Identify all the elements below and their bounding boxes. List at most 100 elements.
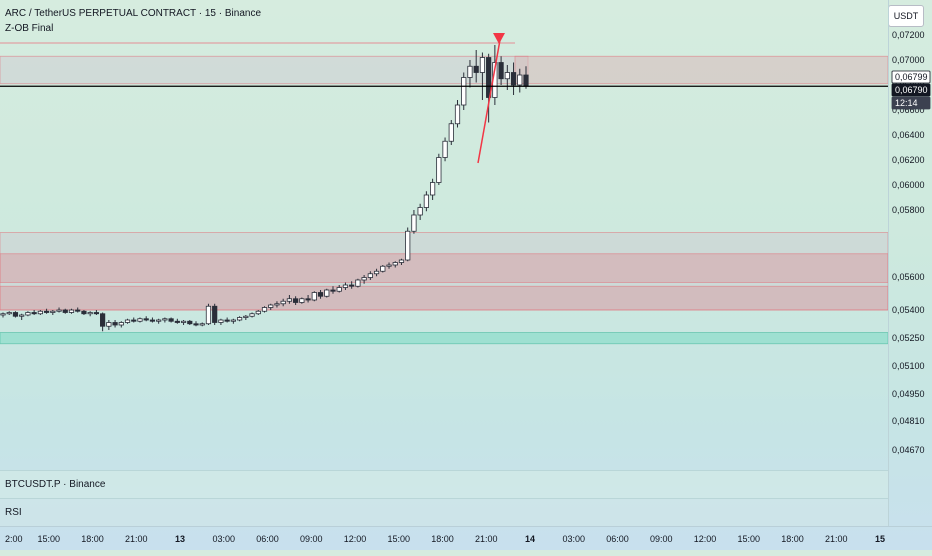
candle-body	[212, 305, 218, 323]
candle-body	[118, 322, 124, 326]
candle-body	[43, 310, 50, 313]
last-price-tag: 0,06799	[891, 70, 931, 84]
candle-body	[199, 323, 205, 326]
candle	[373, 268, 380, 277]
candle-body	[243, 315, 249, 318]
candle	[510, 62, 517, 95]
indicator-label[interactable]: Z-OB Final	[5, 23, 54, 34]
candle-body	[305, 298, 311, 301]
candle-body	[143, 318, 149, 321]
y-tick-label: 0,05250	[892, 333, 925, 343]
candle-body	[299, 298, 305, 303]
candle	[56, 307, 62, 313]
candle-body	[398, 259, 405, 263]
x-tick-label: 18:00	[431, 534, 454, 544]
candle	[230, 318, 236, 324]
y-tick-label: 0,06400	[892, 130, 925, 140]
candle-body	[361, 277, 367, 281]
candle-body	[411, 214, 417, 232]
candle-body	[442, 140, 448, 158]
candle-body	[131, 319, 137, 322]
candle-body	[205, 305, 212, 325]
candle	[486, 53, 492, 123]
candle-body	[349, 284, 355, 287]
sell-signal-marker	[493, 33, 505, 44]
candle-body	[162, 318, 168, 321]
x-tick-label: 13	[175, 534, 185, 544]
candle	[0, 312, 6, 318]
candle-body	[430, 182, 436, 196]
candle-body	[405, 230, 411, 261]
price-axis-separator	[888, 0, 889, 526]
candle-body	[106, 322, 112, 327]
candle-body	[168, 318, 174, 322]
candle-body	[180, 320, 187, 323]
candle	[118, 321, 124, 328]
candle-body	[19, 314, 25, 317]
x-tick-label: 09:00	[650, 534, 673, 544]
candle	[106, 320, 112, 330]
candle-body	[392, 262, 398, 266]
y-tick-label: 0,06600	[892, 105, 925, 115]
countdown-tag: 12:14	[891, 96, 931, 110]
candle-body	[25, 312, 31, 316]
candle	[361, 275, 367, 284]
candle-body	[62, 309, 68, 313]
candle	[286, 295, 293, 304]
time-axis[interactable]: 2:00 15:00 18:00 21:00 13 03:00 06:00 09:00 12:0…	[0, 526, 932, 551]
price-chart[interactable]: 0,072000,070000,068000,066000,064000,062…	[0, 0, 932, 470]
candle	[386, 262, 392, 269]
x-tick-label: 15:00	[387, 534, 410, 544]
y-tick-label: 0,05100	[892, 361, 925, 371]
candle	[336, 285, 342, 293]
candle	[349, 281, 355, 289]
candle	[243, 315, 249, 320]
candle	[124, 318, 131, 324]
candle-body	[37, 310, 43, 315]
candle-body	[486, 57, 492, 98]
candle	[274, 301, 280, 308]
candle	[131, 317, 137, 323]
candle	[461, 72, 467, 110]
candle	[467, 60, 473, 88]
current-price-tag: 0,06790	[891, 83, 931, 97]
candle	[517, 68, 523, 93]
candle	[405, 227, 411, 262]
order-block-zone	[0, 253, 889, 283]
svg-text:0,06790: 0,06790	[895, 85, 928, 95]
candle	[25, 311, 31, 317]
candle	[392, 261, 398, 268]
candle	[317, 290, 324, 299]
candle	[81, 310, 87, 315]
candle	[479, 52, 486, 100]
btc-pane[interactable]: BTCUSDT.P · Binance	[0, 470, 888, 498]
candle-body	[0, 313, 6, 316]
x-tick-label: 15	[875, 534, 885, 544]
candle-body	[149, 319, 156, 322]
x-tick-label: 06:00	[256, 534, 279, 544]
candle	[6, 311, 12, 315]
candle-body	[56, 309, 62, 312]
rsi-pane[interactable]: RSI	[0, 498, 888, 526]
candle	[87, 311, 93, 317]
x-tick-label: 09:00	[300, 534, 323, 544]
candle-body	[81, 310, 87, 315]
x-tick-label: 15:00	[37, 534, 60, 544]
candle	[473, 50, 479, 83]
y-tick-label: 0,05400	[892, 305, 925, 315]
candle	[380, 265, 386, 273]
candle	[324, 288, 330, 298]
candle	[423, 191, 429, 212]
candle-body	[380, 265, 386, 272]
candle-body	[230, 319, 236, 322]
y-tick-label: 0,06200	[892, 155, 925, 165]
candle	[436, 153, 442, 185]
currency-button[interactable]: USDT	[888, 5, 924, 27]
candle-body	[467, 65, 473, 78]
symbol-title[interactable]: ARC / TetherUS PERPETUAL CONTRACT · 15 ·…	[5, 8, 262, 19]
x-tick-label: 21:00	[125, 534, 148, 544]
candle-body	[75, 309, 81, 312]
candle	[293, 296, 299, 305]
candle	[299, 297, 305, 304]
candle	[137, 317, 143, 323]
